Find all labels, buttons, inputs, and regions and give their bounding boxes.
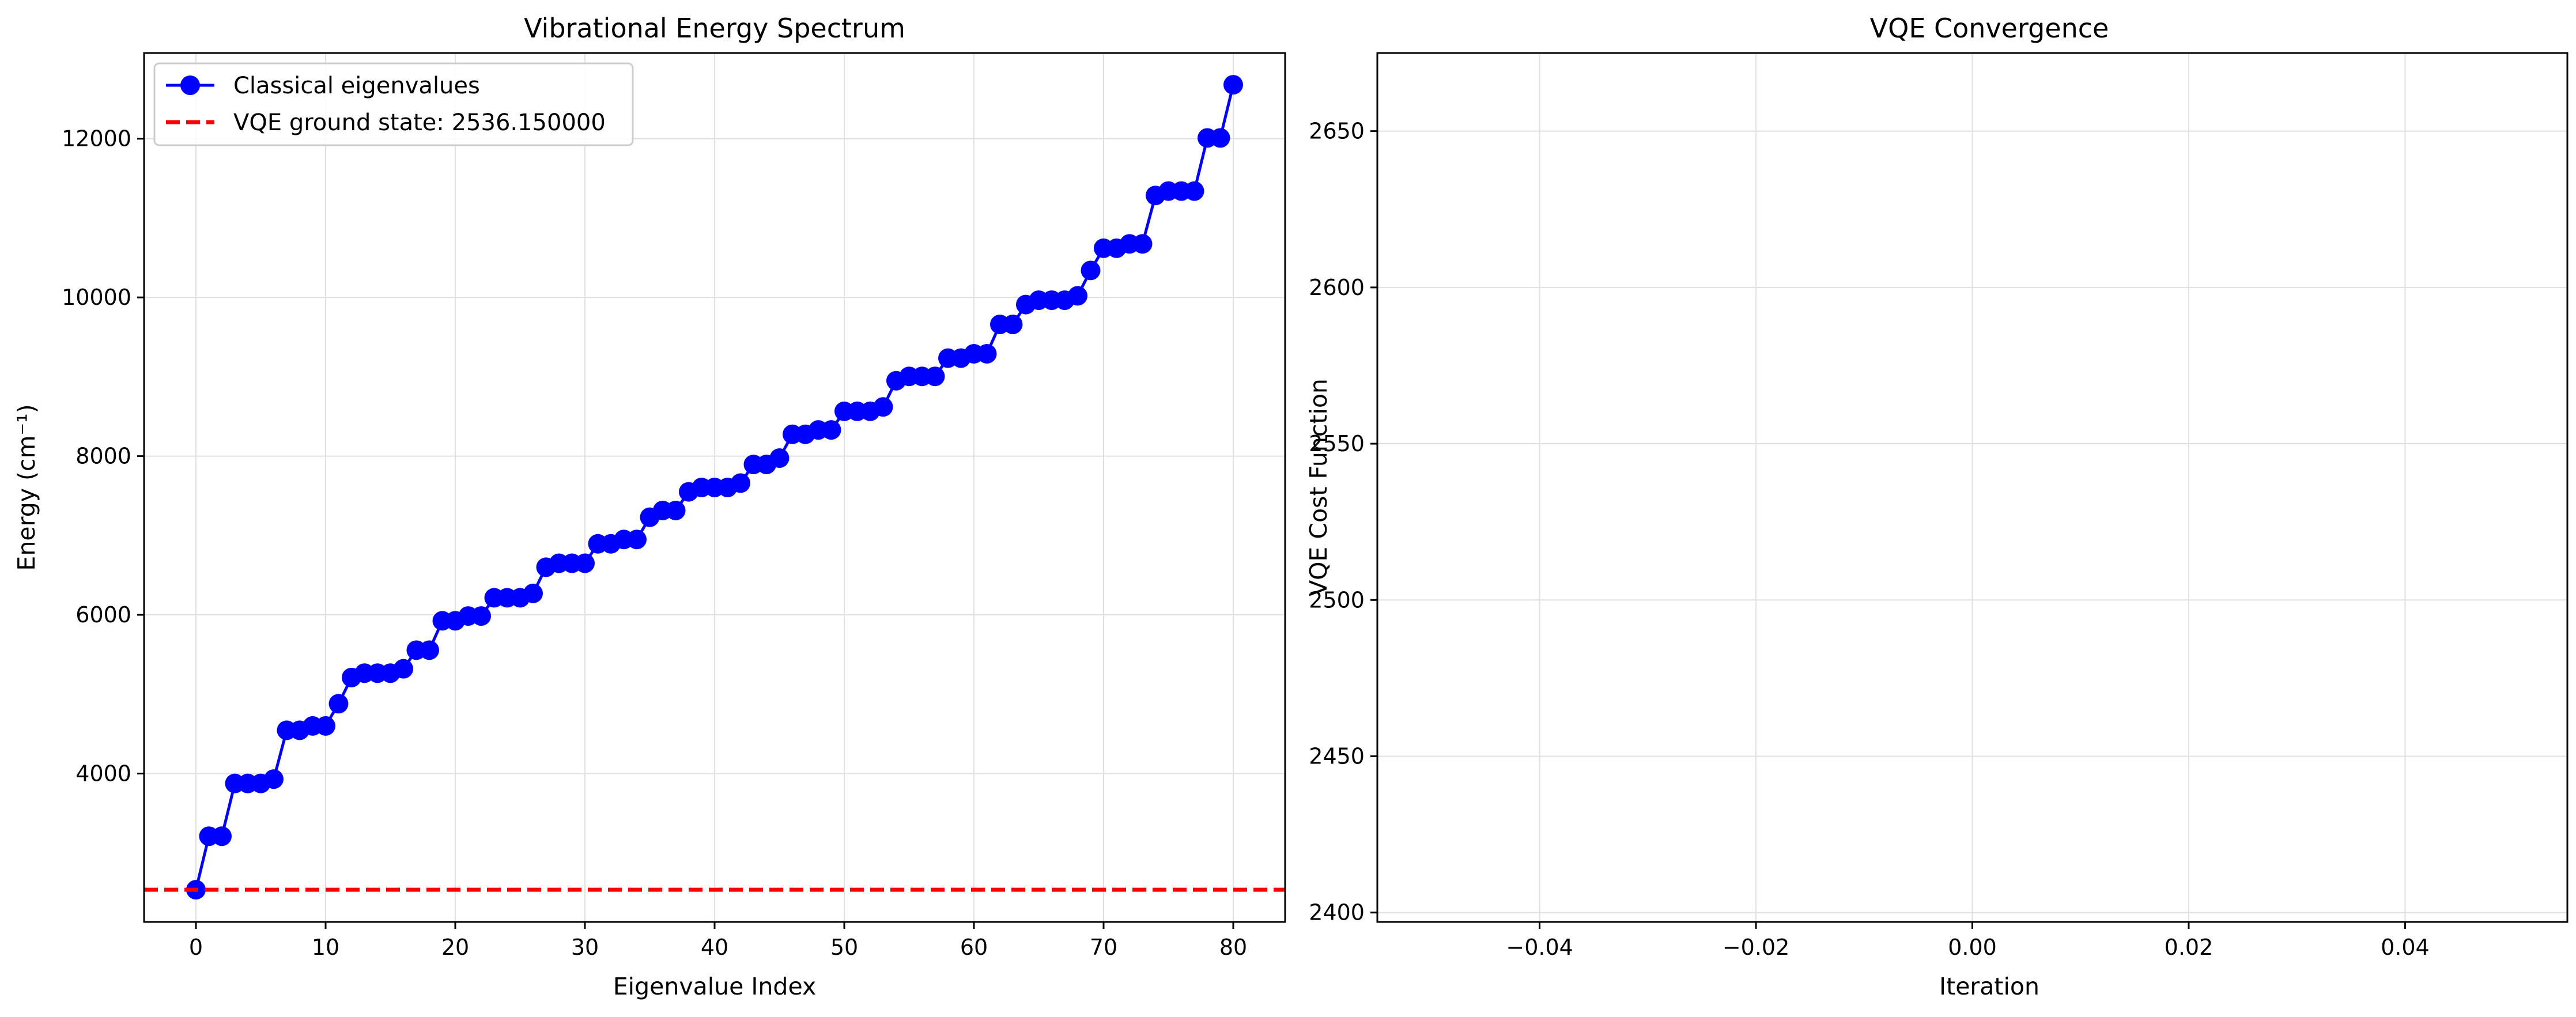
vqe-convergence-chart: VQE Convergence −0.04 −0.02 0.00 0.02 0.04 24…	[1305, 13, 2569, 1000]
energy-spectrum-legend: Classical eigenvalues VQE ground state: …	[153, 62, 634, 146]
energy-spectrum-ticks: 0 10 20 30 40 50 60 70 80 4000 6000 8000 10000 12000	[62, 126, 1247, 960]
eigenvalue-point	[1223, 75, 1243, 95]
x-tick-label: 60	[960, 935, 988, 960]
eigenvalue-point	[328, 694, 349, 714]
eigenvalue-point	[575, 553, 595, 573]
x-tick-label: 20	[441, 935, 469, 960]
y-tick-label: 2650	[1309, 119, 1365, 144]
y-tick-label: 6000	[75, 602, 131, 627]
eigenvalue-point	[316, 716, 335, 736]
x-tick-label: 0.04	[2381, 935, 2430, 960]
x-tick-label: 0.02	[2165, 935, 2214, 960]
energy-spectrum-ylabel: Energy (cm⁻¹)	[13, 404, 40, 570]
energy-spectrum-xlabel: Eigenvalue Index	[613, 973, 816, 1000]
eigenvalue-point	[1003, 314, 1023, 334]
eigenvalue-point	[666, 500, 686, 520]
legend-vqe-label: VQE ground state: 2536.150000	[233, 109, 606, 136]
energy-spectrum-title: Vibrational Energy Spectrum	[524, 13, 905, 44]
x-tick-label: 10	[312, 935, 339, 960]
eigenvalue-point	[264, 769, 284, 789]
eigenvalue-point	[420, 640, 439, 660]
eigenvalue-point	[1068, 286, 1087, 306]
y-tick-label: 8000	[75, 444, 131, 469]
legend-box	[153, 62, 634, 146]
energy-spectrum-chart: Vibrational Energy Spectrum 0 10 20 30 40 50 6…	[13, 13, 1286, 1000]
eigenvalue-point	[212, 826, 232, 846]
vqe-convergence-ylabel: VQE Cost Function	[1305, 379, 1332, 596]
x-tick-label: 40	[701, 935, 728, 960]
legend-eigenvalues-marker	[180, 75, 200, 95]
energy-spectrum-series	[144, 75, 1285, 900]
eigenvalue-point	[977, 343, 997, 364]
legend-eigenvalues-label: Classical eigenvalues	[233, 73, 480, 99]
eigenvalue-point	[471, 606, 491, 626]
eigenvalue-point	[1132, 234, 1153, 254]
vqe-convergence-title: VQE Convergence	[1870, 13, 2109, 44]
x-tick-label: 70	[1090, 935, 1117, 960]
eigenvalue-point	[925, 366, 945, 387]
eigenvalue-point	[394, 659, 413, 679]
eigenvalue-point	[1210, 128, 1230, 148]
energy-spectrum-grid	[144, 53, 1285, 922]
x-tick-label: −0.04	[1506, 935, 1573, 960]
eigenvalue-point	[1184, 181, 1204, 201]
eigenvalue-point	[873, 397, 893, 417]
y-tick-label: 2500	[1309, 587, 1365, 613]
x-tick-label: 80	[1219, 935, 1247, 960]
x-tick-label: 30	[571, 935, 599, 960]
y-tick-label: 2450	[1309, 744, 1365, 769]
eigenvalue-point	[523, 583, 543, 603]
x-tick-label: 0.00	[1948, 935, 1997, 960]
y-tick-label: 12000	[62, 126, 131, 152]
vqe-convergence-ticks: −0.04 −0.02 0.00 0.02 0.04 2400 2450 2500 2550 26…	[1309, 119, 2429, 960]
y-tick-label: 2400	[1309, 900, 1365, 925]
eigenvalue-point	[1081, 260, 1101, 281]
x-tick-label: 0	[189, 935, 203, 960]
y-tick-label: 2600	[1309, 275, 1365, 300]
eigenvalue-point	[627, 530, 647, 550]
eigenvalue-point	[821, 420, 841, 440]
eigenvalue-point	[731, 473, 750, 493]
y-tick-label: 2550	[1309, 431, 1365, 456]
y-tick-label: 4000	[75, 761, 131, 786]
y-tick-label: 10000	[62, 285, 131, 310]
x-tick-label: 50	[830, 935, 858, 960]
x-tick-label: −0.02	[1723, 935, 1789, 960]
vqe-convergence-grid	[1377, 53, 2567, 922]
eigenvalue-point	[769, 448, 790, 468]
vqe-convergence-xlabel: Iteration	[1939, 973, 2039, 1000]
